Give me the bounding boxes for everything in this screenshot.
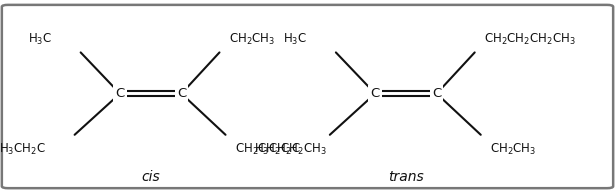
Text: $\mathregular{CH_{2}CH_{2}CH_{2}CH_{3}}$: $\mathregular{CH_{2}CH_{2}CH_{2}CH_{3}}$ <box>235 142 327 157</box>
Text: trans: trans <box>388 170 424 184</box>
FancyBboxPatch shape <box>2 5 613 188</box>
Text: $\mathregular{CH_{2}CH_{2}CH_{2}CH_{3}}$: $\mathregular{CH_{2}CH_{2}CH_{2}CH_{3}}$ <box>484 31 576 47</box>
Text: $\mathregular{CH_{2}CH_{3}}$: $\mathregular{CH_{2}CH_{3}}$ <box>229 31 276 47</box>
Text: C: C <box>115 87 125 100</box>
Text: $\mathregular{H_{3}C}$: $\mathregular{H_{3}C}$ <box>284 31 308 47</box>
Text: cis: cis <box>141 170 160 184</box>
Text: $\mathregular{CH_{2}CH_{3}}$: $\mathregular{CH_{2}CH_{3}}$ <box>490 142 537 157</box>
Text: $\mathregular{H_{3}C}$: $\mathregular{H_{3}C}$ <box>28 31 52 47</box>
Text: C: C <box>370 87 380 100</box>
Text: C: C <box>432 87 442 100</box>
Text: C: C <box>177 87 186 100</box>
Text: $\mathregular{H_{3}CH_{2}C}$: $\mathregular{H_{3}CH_{2}C}$ <box>0 142 46 157</box>
Text: $\mathregular{H_{3}CH_{2}C}$: $\mathregular{H_{3}CH_{2}C}$ <box>254 142 301 157</box>
